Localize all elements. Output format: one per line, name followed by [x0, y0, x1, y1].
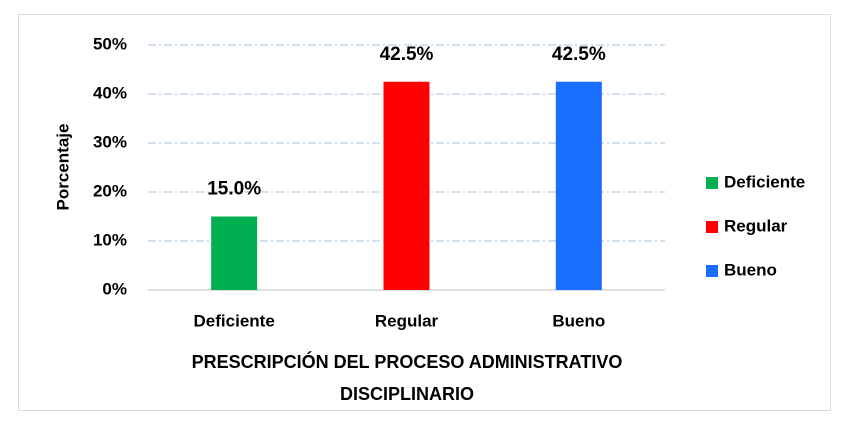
bar	[555, 81, 602, 290]
y-tick-label: 30%	[93, 132, 127, 151]
data-label: 15.0%	[207, 179, 261, 200]
legend-swatch	[706, 177, 718, 189]
bar	[211, 216, 258, 290]
y-tick-label: 40%	[93, 83, 127, 102]
x-tick-label: Regular	[375, 311, 439, 330]
legend-swatch	[706, 221, 718, 233]
bar	[383, 81, 430, 290]
legend-label: Bueno	[724, 260, 777, 279]
legend-swatch	[706, 265, 718, 277]
x-tick-label: Deficiente	[194, 311, 275, 330]
x-axis-title: PRESCRIPCIÓN DEL PROCESO ADMINISTRATIVO …	[191, 352, 623, 404]
y-axis-title: Porcentaje	[53, 124, 72, 211]
legend-label: Regular	[724, 216, 788, 235]
x-tick-label: Bueno	[552, 311, 605, 330]
y-tick-label: 20%	[93, 181, 127, 200]
data-label: 42.5%	[552, 44, 606, 65]
y-tick-label: 50%	[93, 34, 127, 53]
y-tick-label: 10%	[93, 230, 127, 249]
y-tick-label: 0%	[102, 279, 127, 298]
data-label: 42.5%	[380, 44, 434, 65]
legend-label: Deficiente	[724, 172, 805, 191]
